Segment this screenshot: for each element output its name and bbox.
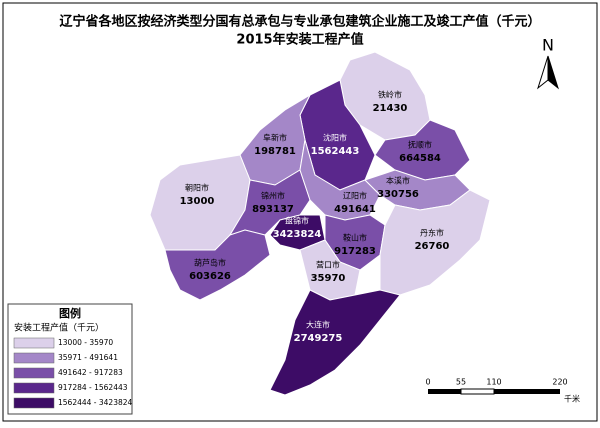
north-label: N [542,36,554,55]
scale-label: 0 [425,378,430,387]
city-value: 13000 [180,196,215,207]
map: 铁岭市 21430 抚顺市 664584 沈阳市 1562443 阜新市 198781 朝阳市 1… [149,51,491,396]
legend-label: 917284 - 1562443 [58,383,128,392]
city-name: 盘锦市 [285,216,309,226]
legend-swatch [13,367,55,379]
city-name: 沈阳市 [323,133,347,143]
legend-swatch [13,337,55,349]
region [269,289,401,396]
legend-title: 图例 [59,306,81,320]
city-value: 2749275 [294,333,343,344]
city-value: 21430 [373,103,408,114]
legend-label: 1562444 - 3423824 [58,398,133,407]
region [374,119,471,181]
city-name: 辽阳市 [343,191,367,201]
city-name: 丹东市 [420,228,444,238]
legend-label: 13000 - 35970 [58,338,113,347]
legend-swatch [13,382,55,394]
legend-swatch [13,397,55,409]
legend: 图例 安装工程产值（千元） 13000 - 35970 35971 - 49164… [7,303,133,415]
scale-bar: 0 55 110 220 千米 [425,378,580,404]
city-value: 35970 [311,273,346,284]
city-name: 大连市 [306,320,330,330]
scale-seg [428,389,461,394]
city-name: 鞍山市 [343,233,367,243]
legend-label: 35971 - 491641 [58,353,118,362]
city-name: 铁岭市 [378,90,402,100]
city-name: 抚顺市 [408,140,432,150]
legend-items: 13000 - 35970 35971 - 491641 491642 - 9172… [13,337,133,409]
city-value: 1562443 [311,146,360,157]
scale-label: 55 [456,378,466,387]
legend-label: 491642 - 917283 [58,368,123,377]
legend-swatch [13,352,55,364]
city-value: 198781 [254,146,296,157]
city-name: 营口市 [316,260,340,270]
scale-unit: 千米 [564,394,580,404]
city-value: 603626 [189,271,231,282]
city-value: 491641 [334,204,376,215]
city-name: 锦州市 [261,191,285,201]
scale-label: 220 [552,378,567,387]
city-name: 阜新市 [263,133,287,143]
region [379,189,491,296]
scale-seg [494,389,560,394]
city-value: 917283 [334,246,376,257]
scale-label: 110 [486,378,501,387]
region [164,229,271,301]
legend-subtitle: 安装工程产值（千元） [14,322,104,334]
city-value: 664584 [399,153,441,164]
scale-seg [460,388,495,395]
city-name: 葫芦岛市 [194,258,226,268]
city-value: 893137 [252,204,294,215]
north-arrow: N [537,36,559,90]
city-value: 26760 [415,241,450,252]
title: 辽宁省各地区按经济类型分国有总承包与专业承包建筑企业施工及竣工产值（千元） [59,14,540,30]
city-value: 3423824 [273,229,322,240]
city-name: 本溪市 [386,176,410,186]
arrow-right [547,55,559,90]
city-name: 朝阳市 [185,183,209,193]
subtitle: 2015年安装工程产值 [236,32,363,48]
city-value: 330756 [377,189,419,200]
